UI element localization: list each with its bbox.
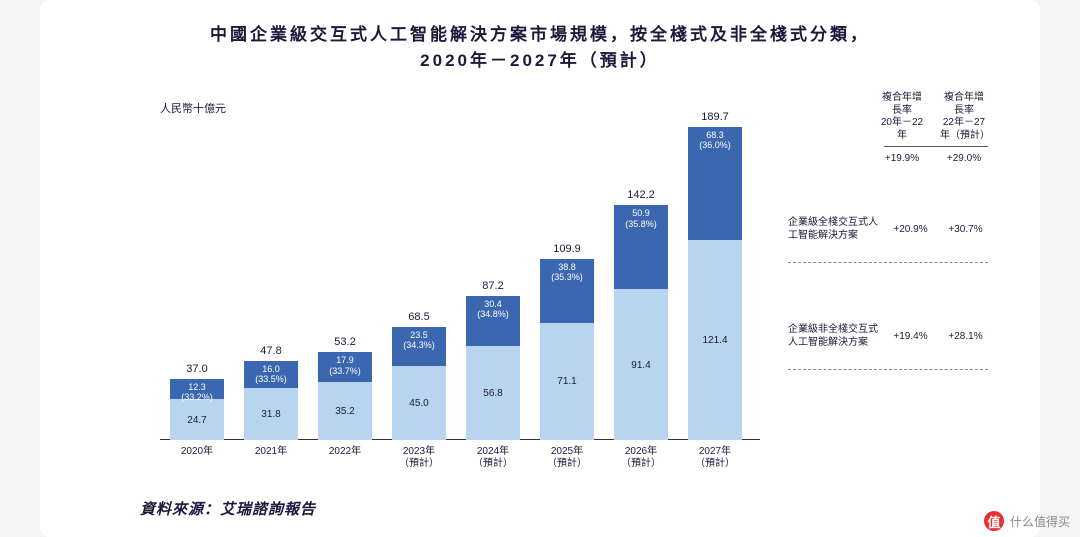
x-axis-category-label: 2027年（預計） (680, 446, 750, 470)
bar-total-label: 47.8 (244, 345, 298, 357)
bar-segment-top: 17.9(33.7%) (318, 352, 372, 382)
bar-total-label: 189.7 (688, 111, 742, 123)
bar-column: 38.8(35.3%)71.1109.9 (540, 259, 594, 440)
bar-top-value-label: 16.0(33.5%) (244, 364, 298, 385)
bar-segment-top: 12.3(33.2%) (170, 379, 224, 399)
bar-bottom-value-label: 121.4 (688, 335, 742, 346)
bar-segment-top: 38.8(35.3%) (540, 259, 594, 323)
smzdm-logo-icon: 值 (984, 511, 1004, 531)
x-axis-category-label: 2023年（預計） (384, 446, 454, 470)
watermark: 值 什么值得买 (984, 511, 1070, 531)
bar-bottom-value-label: 24.7 (170, 415, 224, 426)
legend-row-fullstack: 企業級全棧交互式人工智能解決方案 +20.9% +30.7% (788, 216, 988, 242)
x-axis-category-label: 2021年 (236, 446, 306, 458)
bar-bottom-value-label: 56.8 (466, 388, 520, 399)
stacked-bar-chart: 12.3(33.2%) 24.7 37.0 2020年 16.0(33.5%) 31.8 4… (160, 110, 760, 460)
bar-top-value-label: 50.9(35.8%) (614, 208, 668, 229)
bar-segment-top: 23.5(34.3%) (392, 327, 446, 366)
bar-column: 30.4(34.8%)56.887.2 (466, 296, 520, 440)
bar-total-label: 109.9 (540, 243, 594, 255)
bar-column: 68.3(36.0%)121.4189.7 (688, 127, 742, 440)
legend-row-nonfullstack: 企業級非全棧交互式人工智能解決方案 +19.4% +28.1% (788, 323, 988, 349)
overall-cagr-2: +29.0% (940, 153, 988, 164)
x-axis-category-label: 2022年 (310, 446, 380, 458)
x-axis-category-label: 2026年（預計） (606, 446, 676, 470)
bar-top-value-label: 30.4(34.8%) (466, 299, 520, 320)
x-axis-category-label: 2024年（預計） (458, 446, 528, 470)
bar-top-value-label: 23.5(34.3%) (392, 330, 446, 351)
bar-bottom-value-label: 45.0 (392, 398, 446, 409)
bar-bottom-value-label: 91.4 (614, 360, 668, 371)
bar-total-label: 87.2 (466, 280, 520, 292)
bar-top-value-label: 38.8(35.3%) (540, 262, 594, 283)
bar-bottom-value-label: 31.8 (244, 409, 298, 420)
bar-column: 12.3(33.2%)24.737.0 (170, 379, 224, 440)
x-axis-category-label: 2025年（預計） (532, 446, 602, 470)
bar-column: 16.0(33.5%)31.847.8 (244, 361, 298, 440)
bar-total-label: 142.2 (614, 189, 668, 201)
bar-top-value-label: 17.9(33.7%) (318, 355, 372, 376)
bar-column: 23.5(34.3%)45.068.5 (392, 327, 446, 440)
bar-total-label: 53.2 (318, 336, 372, 348)
growth-rate-table: 複合年增長率20年－22年 複合年增長率22年－27年（預計） +19.9% +… (788, 92, 988, 370)
bar-bottom-value-label: 35.2 (318, 406, 372, 417)
bar-segment-top: 68.3(36.0%) (688, 127, 742, 240)
x-axis-category-label: 2020年 (162, 446, 232, 458)
bar-column: 50.9(35.8%)91.4142.2 (614, 205, 668, 440)
overall-cagr-1: +19.9% (878, 153, 926, 164)
bar-bottom-value-label: 71.1 (540, 376, 594, 387)
chart-title-line2: 2020年－2027年（預計） (40, 48, 1040, 74)
bar-total-label: 68.5 (392, 311, 446, 323)
bar-segment-top: 16.0(33.5%) (244, 361, 298, 387)
bar-top-value-label: 12.3(33.2%) (170, 382, 224, 403)
bar-segment-top: 30.4(34.8%) (466, 296, 520, 346)
chart-title-line1: 中國企業級交互式人工智能解決方案市場規模，按全棧式及非全棧式分類， (40, 22, 1040, 48)
bar-total-label: 37.0 (170, 363, 224, 375)
source-label: 資料來源：艾瑞諮詢報告 (140, 498, 316, 519)
bar-column: 17.9(33.7%)35.253.2 (318, 352, 372, 440)
bar-segment-top: 50.9(35.8%) (614, 205, 668, 289)
bar-top-value-label: 68.3(36.0%) (688, 130, 742, 151)
